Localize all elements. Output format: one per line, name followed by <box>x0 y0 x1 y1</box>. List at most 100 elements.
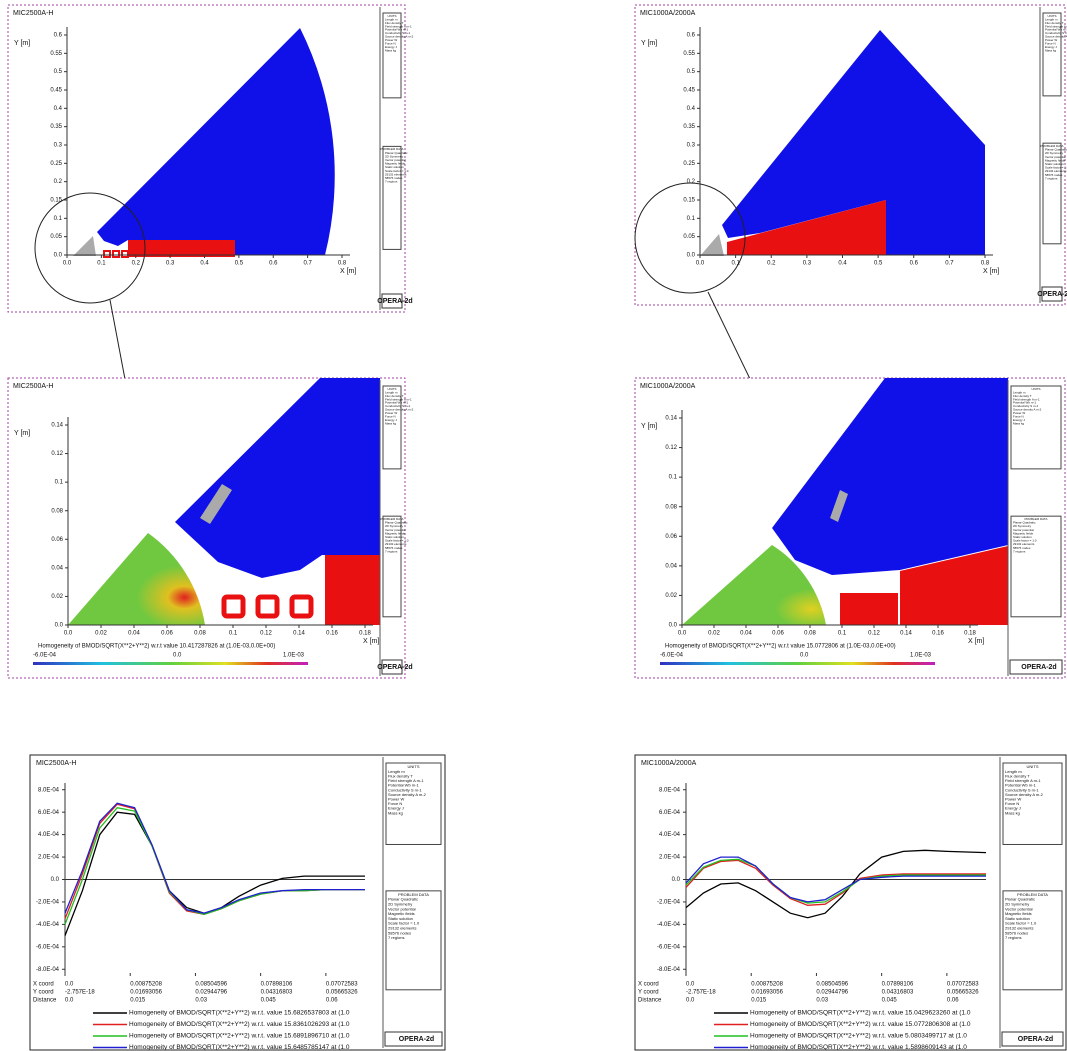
units-line: Length m <box>1005 769 1022 774</box>
legend-label: Homogeneity of BMOD/SQRT(X**2+Y**2) w.r.… <box>750 1010 971 1017</box>
coil <box>103 250 111 258</box>
x-coord-label: 0.07898106 <box>261 982 293 988</box>
y-tick-label: -4.0E-04 <box>36 922 60 928</box>
units-line: Source density A m-2 <box>385 408 414 412</box>
y-tick-label: 8.0E-04 <box>659 787 681 793</box>
x-tick-label: 0.04 <box>740 631 752 637</box>
y-tick-label: 0.45 <box>683 88 695 94</box>
problem-line: Vector potential <box>388 906 416 911</box>
x-tick-label: 0.0 <box>65 998 74 1004</box>
y-tick-label: 0.2 <box>54 179 63 185</box>
x-coord-label: 0.08504596 <box>195 982 227 988</box>
legend-label: Homogeneity of BMOD/SQRT(X**2+Y**2) w.r.… <box>750 1033 967 1040</box>
gray-region <box>73 236 96 256</box>
x-tick-label: 0.3 <box>166 261 175 267</box>
x-tick-label: 0.7 <box>303 261 312 267</box>
problem-line: 7 regions <box>388 935 404 940</box>
units-line: Flux density T <box>1005 773 1030 778</box>
y-tick-label: -8.0E-04 <box>657 967 681 973</box>
zoom-circle <box>34 192 146 304</box>
y-tick-label: 0.6 <box>54 33 63 39</box>
colorbar-label: -6.0E-04 <box>33 653 57 659</box>
x-tick-label: 0.06 <box>161 631 173 637</box>
y-tick-label: 0.08 <box>665 504 677 510</box>
y-tick-label: 0.5 <box>687 69 696 75</box>
blue-region <box>97 28 335 255</box>
row-label: Y coord <box>33 990 54 996</box>
problem-line: Vector potential <box>1013 528 1034 532</box>
units-line: Field strength A m-1 <box>1005 778 1041 783</box>
colorbar <box>33 662 308 665</box>
problem-line: 58576 nodes <box>385 176 403 180</box>
units-line: Source density A m-2 <box>1005 792 1044 797</box>
y-tick-label: 0.0 <box>54 253 63 259</box>
logo: OPERA-2d <box>399 1036 434 1043</box>
x-tick-label: 0.3 <box>803 261 812 267</box>
x-tick-label: 0.0 <box>678 631 687 637</box>
y-coord-label: 0.01693056 <box>130 990 162 996</box>
y-tick-label: 0.02 <box>51 594 63 600</box>
row-label: Y coord <box>638 990 659 996</box>
units-line: Force N <box>385 415 396 419</box>
units-line: Energy J <box>385 418 397 422</box>
x-tick-label: 0.2 <box>132 261 141 267</box>
problem-line: 29132 elements <box>1045 169 1067 173</box>
panel-title: MIC2500A-H <box>13 383 53 390</box>
y-tick-label: 0.15 <box>683 198 695 204</box>
problem-line: Static solution <box>1013 535 1032 539</box>
units-line: Energy J <box>1005 806 1021 811</box>
units-line: Field strength A m-1 <box>1045 24 1067 28</box>
series-line <box>64 802 365 914</box>
units-line: Length m <box>385 17 398 21</box>
units-line: Conductivity S m-1 <box>1013 404 1039 408</box>
logo: OPERA-2d <box>377 664 412 671</box>
y-tick-label: 0.25 <box>683 161 695 167</box>
x-coord-label: 0.0 <box>65 982 74 988</box>
problem-line: 2D Symmetry <box>1005 902 1029 907</box>
problem-line: Vector potential <box>385 528 406 532</box>
y-tick-label: 4.0E-04 <box>38 832 60 838</box>
problem-line: Magnetic fields <box>388 911 415 916</box>
problem-line: 58576 nodes <box>1045 173 1063 177</box>
x-tick-label: 0.045 <box>882 998 898 1004</box>
units-line: Power W <box>1005 796 1021 801</box>
units-line: Mass kg <box>1045 48 1057 52</box>
colorbar-label: 1.0E-03 <box>283 653 305 659</box>
problem-line: 2D Symmetry <box>385 154 404 158</box>
y-tick-label: 6.0E-04 <box>659 810 681 816</box>
series-line <box>685 849 987 919</box>
x-tick-label: 0.08 <box>194 631 206 637</box>
blue-region <box>175 378 380 578</box>
problem-line: 2D Symmetry <box>388 902 412 907</box>
units-line: Power W <box>385 38 397 42</box>
problem-line: 2D Symmetry <box>1013 524 1032 528</box>
units-line: Field strength A m-1 <box>388 778 424 783</box>
problem-line: Planar Quadratic <box>385 151 408 155</box>
series-line <box>64 811 365 936</box>
gray-region <box>700 234 724 256</box>
logo: OPERA-2d <box>1021 664 1056 671</box>
units-line: Force N <box>1013 415 1024 419</box>
red-region <box>727 200 886 255</box>
units-box <box>382 12 402 99</box>
units-line: Mass kg <box>385 421 397 425</box>
x-tick-label: 0.14 <box>293 631 305 637</box>
row-label: Distance <box>33 998 57 1004</box>
problem-line: 29132 elements <box>1005 926 1033 931</box>
y-coord-label: 0.04316803 <box>882 990 914 996</box>
x-tick-label: 0.18 <box>359 631 371 637</box>
x-coord-label: 0.07072583 <box>947 982 979 988</box>
problem-title: PROBLEM DATA <box>380 147 403 151</box>
x-tick-label: 0.12 <box>260 631 272 637</box>
y-tick-label: 0.3 <box>54 143 63 149</box>
series-line <box>685 858 986 904</box>
red-region <box>840 593 898 625</box>
y-coord-label: 0.04316803 <box>261 990 293 996</box>
units-line: Source density A m-2 <box>1013 408 1042 412</box>
series-line <box>685 856 986 903</box>
y-tick-label: 0.2 <box>687 179 696 185</box>
units-line: Flux density T <box>385 21 404 25</box>
colorbar-label: 0.0 <box>173 653 182 659</box>
y-tick-label: 6.0E-04 <box>38 810 60 816</box>
problem-box <box>1010 515 1062 618</box>
